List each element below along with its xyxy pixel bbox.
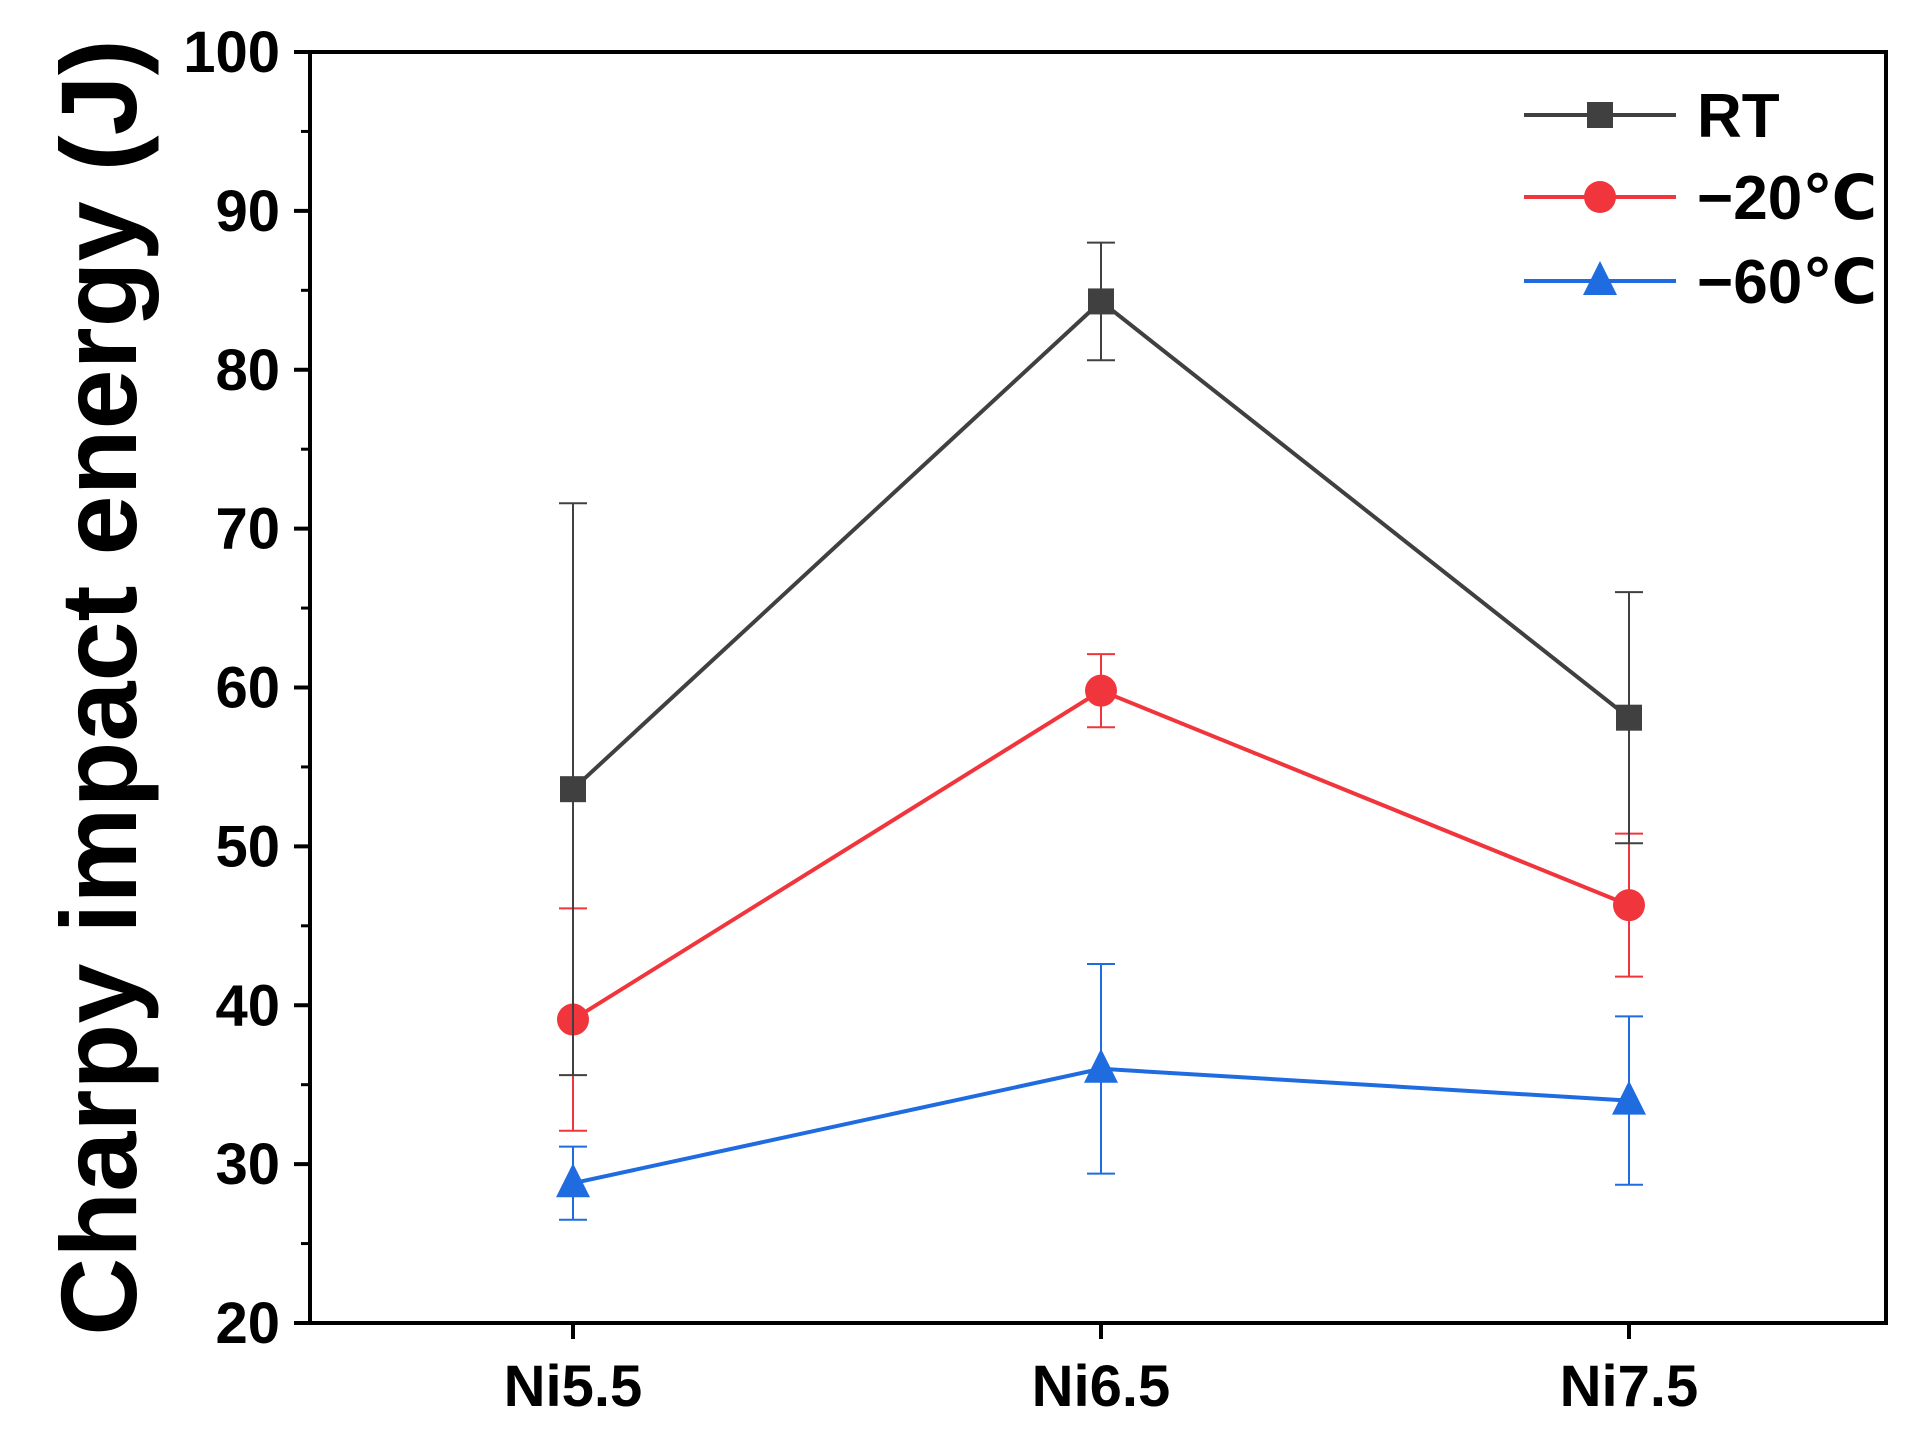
y-tick-label: 30 (215, 1132, 280, 1197)
legend-marker (1587, 102, 1613, 128)
series-2 (556, 962, 1646, 1221)
series-0 (559, 241, 1643, 1077)
y-tick-label: 20 (215, 1291, 280, 1356)
data-point (556, 1163, 590, 1198)
y-tick-label: 80 (215, 338, 280, 403)
data-point (1616, 704, 1642, 731)
series-layer (556, 241, 1646, 1221)
axes-layer: 20 30 40 50 60 70 80 90 100 Ni5.5 Ni6.5 Ni7.5 (183, 20, 1888, 1419)
legend-marker (1584, 181, 1616, 213)
data-point (1088, 288, 1114, 315)
y-tick-label: 90 (215, 179, 280, 244)
legend-marker (1583, 261, 1617, 295)
y-tick-label: 60 (215, 656, 280, 721)
y-tick-label: 70 (215, 497, 280, 562)
x-tick-label: Ni6.5 (1032, 1354, 1171, 1419)
data-point (1613, 889, 1645, 922)
data-point (1085, 674, 1117, 707)
legend-label: −60℃ (1697, 248, 1877, 317)
y-tick-label: 40 (215, 973, 280, 1038)
legend-label: −20℃ (1697, 164, 1877, 233)
x-tick-label: Ni5.5 (504, 1354, 643, 1419)
data-point (1612, 1080, 1646, 1115)
data-point (1084, 1048, 1118, 1083)
y-axis-title: Charpy impact energy (J) (38, 39, 159, 1335)
legend-label: RT (1697, 82, 1780, 151)
y-tick-label: 100 (183, 20, 280, 85)
legend: RT −20℃ −60℃ (1524, 82, 1877, 317)
y-tick-label: 50 (215, 814, 280, 879)
data-point (560, 776, 586, 803)
x-tick-label: Ni7.5 (1560, 1354, 1699, 1419)
